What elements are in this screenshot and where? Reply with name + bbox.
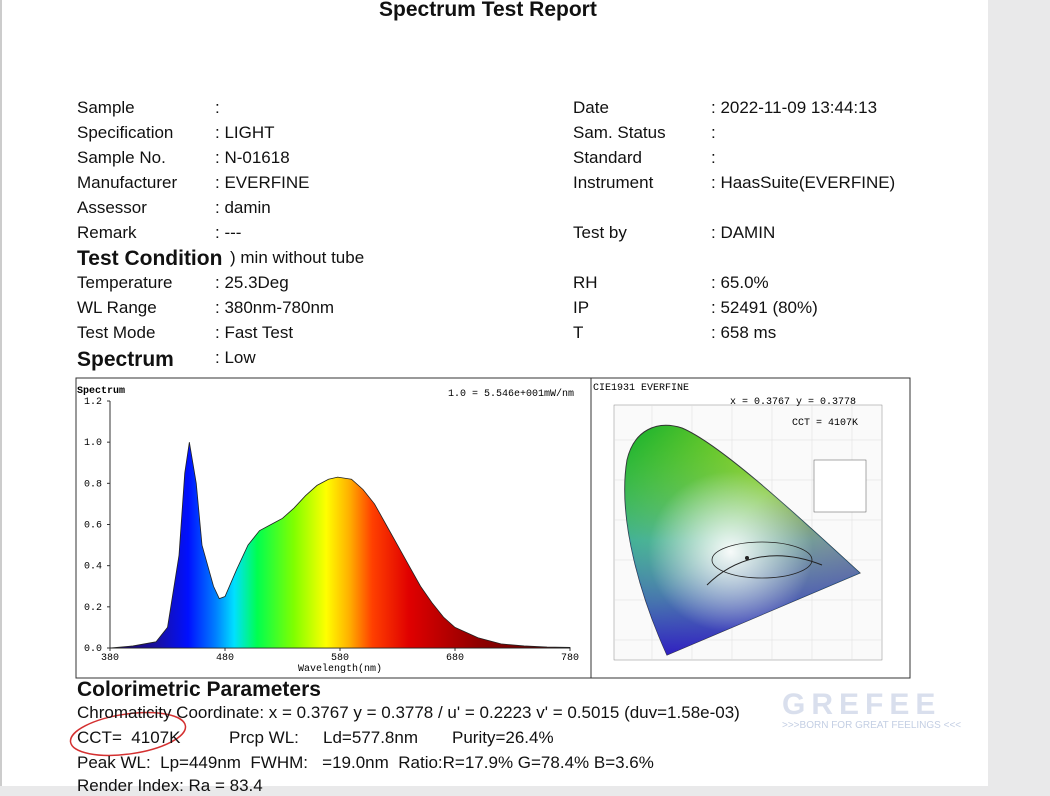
y-tick-label: 0.6 [84, 521, 102, 532]
x-axis-label: Wavelength(nm) [298, 663, 382, 675]
condition-note: ) min without tube [230, 248, 365, 267]
watermark-tagline: >>>BORN FOR GREAT FEELINGS <<< [782, 720, 962, 731]
y-tick-label: 0.0 [84, 644, 102, 655]
x-tick-label: 580 [331, 653, 349, 664]
field-value: : Fast Test [215, 323, 294, 342]
cie-diagram [613, 404, 883, 661]
colorimetric-heading: Colorimetric Parameters [77, 678, 321, 701]
peak-line: Peak WL: Lp=449nm FWHM: =19.0nm Ratio:R=… [77, 753, 654, 772]
dominant-wl: Ld=577.8nm [323, 728, 418, 747]
cie-ellipse [711, 541, 813, 579]
cie-cct: CCT = 4107K [792, 418, 858, 429]
planck-locus [706, 555, 823, 586]
cie-point [745, 556, 749, 560]
field-label: RH [573, 273, 598, 292]
field-value: : [711, 148, 716, 167]
field-value: : [215, 98, 220, 117]
field-label: Test by [573, 223, 627, 242]
cie-title: CIE1931 EVERFINE [593, 383, 689, 394]
spectrum-area [109, 442, 571, 649]
field-value: : 380nm-780nm [215, 298, 335, 317]
field-label: T [573, 323, 584, 342]
field-label: WL Range [77, 298, 157, 317]
chart-title: Spectrum [77, 386, 125, 397]
field-label: Sam. Status [573, 123, 666, 142]
field-value: : HaasSuite(EVERFINE) [711, 173, 896, 192]
cie-legend [813, 459, 867, 513]
y-tick-label: 0.2 [84, 603, 102, 614]
field-value: : 658 ms [711, 323, 777, 342]
field-label: Sample [77, 98, 135, 117]
report-title: Spectrum Test Report [379, 0, 597, 21]
field-value: : EVERFINE [215, 173, 310, 192]
render-index: Render Index: Ra = 83.4 [77, 776, 263, 795]
field-value: : [711, 123, 716, 142]
cie-white [624, 425, 860, 655]
chart-annotation: 1.0 = 5.546e+001mW/nm [448, 388, 574, 400]
purity: Purity=26.4% [452, 728, 554, 747]
spectrum-heading: Spectrum [77, 348, 174, 371]
field-label: Temperature [77, 273, 173, 292]
field-label: Remark [77, 223, 137, 242]
field-label: Date [573, 98, 609, 117]
field-value: : 52491 (80%) [711, 298, 818, 317]
field-label: Assessor [77, 198, 147, 217]
field-value: : DAMIN [711, 223, 776, 242]
field-label: Manufacturer [77, 173, 178, 192]
field-value: : 25.3Deg [215, 273, 289, 292]
y-tick-label: 0.4 [84, 562, 102, 573]
field-label: Instrument [573, 173, 654, 192]
watermark-brand: GREFEE [782, 688, 942, 721]
y-tick-label: 0.8 [84, 479, 102, 490]
field-label: IP [573, 298, 590, 317]
cct-highlight [69, 711, 187, 757]
spectrum-mode: : Low [215, 348, 256, 367]
chromaticity-line: Chromaticity Coordinate: x = 0.3767 y = … [77, 703, 740, 722]
field-label: Specification [77, 123, 174, 142]
field-label: Sample No. [77, 148, 166, 167]
prcp-wl: Prcp WL: [229, 728, 299, 747]
page: Spectrum Test Report Sample: Specificatio… [0, 0, 988, 795]
x-tick-label: 480 [216, 653, 234, 664]
cie-coords: x = 0.3767 y = 0.3778 [730, 397, 856, 408]
field-value: : LIGHT [215, 123, 275, 142]
x-tick-label: 780 [561, 653, 579, 664]
y-tick-label: 1.0 [84, 438, 102, 449]
field-value: : 2022-11-09 13:44:13 [711, 98, 878, 117]
cie-frame [590, 377, 911, 679]
x-tick-label: 680 [446, 653, 464, 664]
condition-heading: Test Condition [77, 247, 223, 270]
field-value: : damin [215, 198, 271, 217]
field-value: : 65.0% [711, 273, 769, 292]
field-value: : N-01618 [215, 148, 290, 167]
field-label: Standard [573, 148, 642, 167]
field-value: : --- [215, 223, 242, 242]
charts: Spectrum 1.0 = 5.546e+001mW/nm Wavelength(… [69, 377, 911, 757]
y-tick-label: 1.2 [84, 397, 102, 408]
field-label: Test Mode [77, 323, 156, 342]
cct: CCT= 4107K [77, 728, 181, 747]
x-tick-label: 380 [101, 653, 119, 664]
spectrum-plot: Spectrum 1.0 = 5.546e+001mW/nm Wavelength(… [77, 386, 579, 675]
